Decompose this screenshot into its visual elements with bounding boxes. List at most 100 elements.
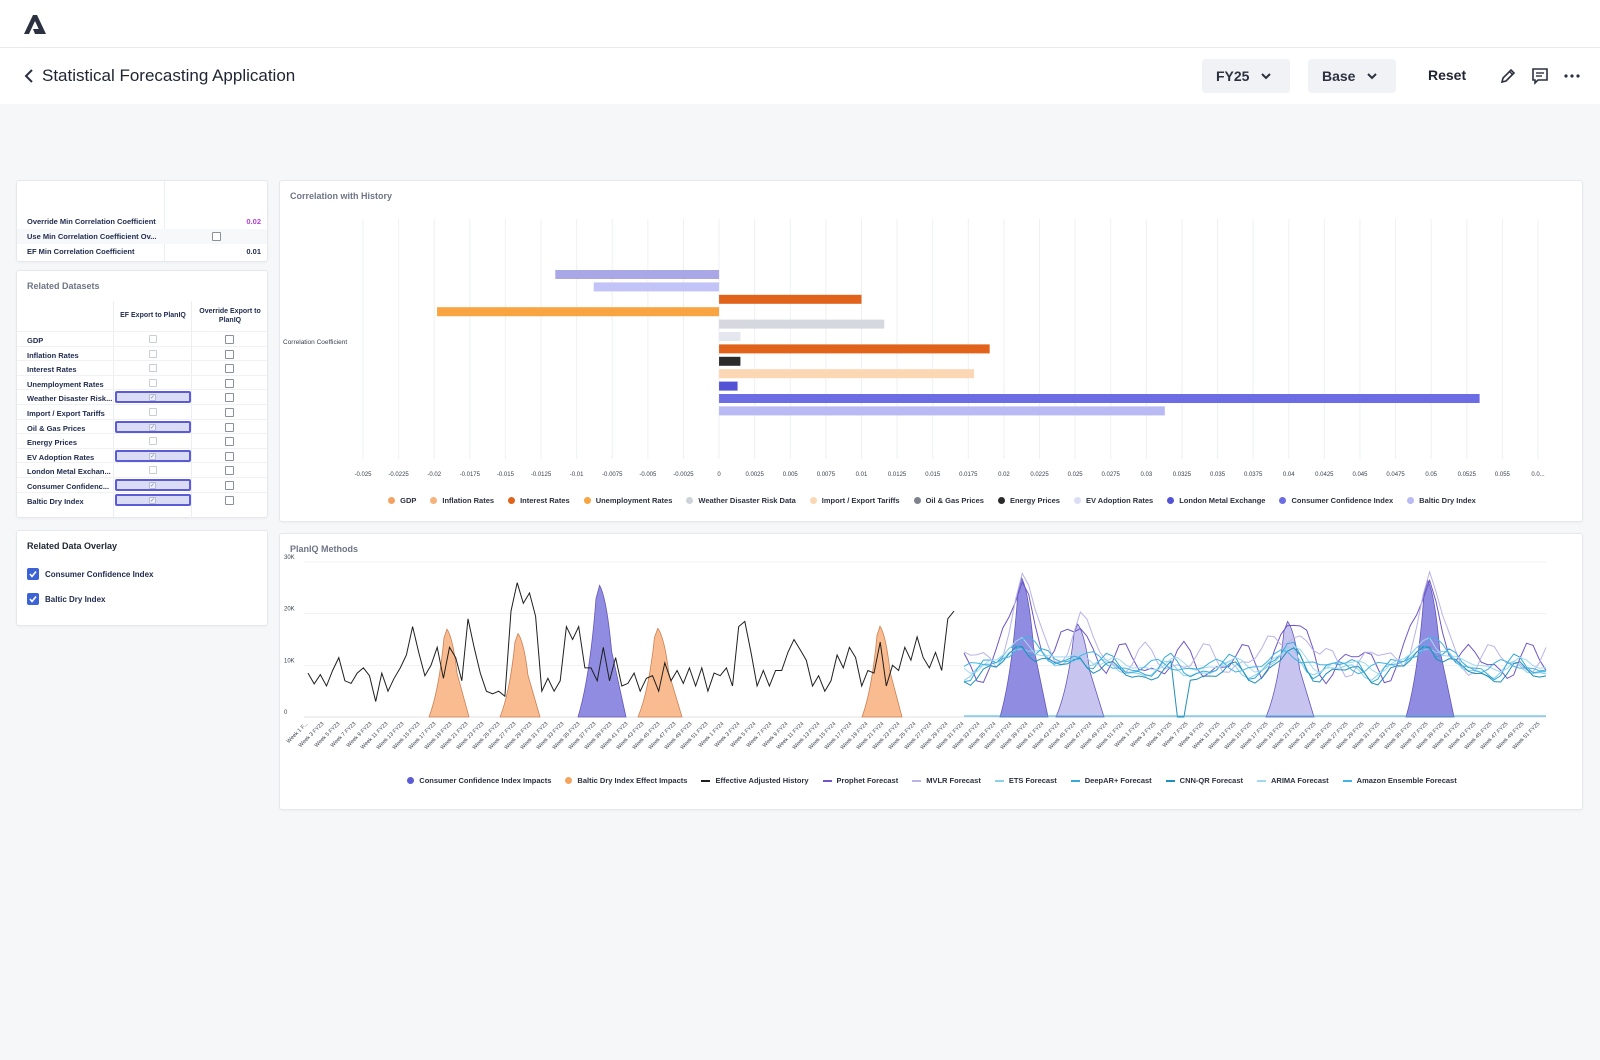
- dataset-row: GDP: [17, 331, 267, 346]
- ef-export-checkbox[interactable]: [149, 466, 157, 475]
- x-tick-label: 0.0125: [888, 472, 907, 478]
- related-datasets-title: Related Datasets: [27, 281, 100, 291]
- overlay-item-baltic-dry[interactable]: Baltic Dry Index: [27, 592, 105, 606]
- scenario-dropdown[interactable]: Base: [1308, 59, 1396, 93]
- legend-item[interactable]: Interest Rates: [508, 496, 570, 505]
- legend-item[interactable]: Import / Export Tariffs: [809, 496, 900, 505]
- checkmark-icon: ✓: [149, 394, 156, 402]
- legend-item[interactable]: Oil & Gas Prices: [913, 496, 984, 505]
- legend-label: Baltic Dry Index: [1419, 496, 1476, 505]
- correlation-bar: [719, 381, 738, 391]
- use-override-checkbox[interactable]: [212, 232, 221, 241]
- x-tick-label: 0.0275: [1102, 472, 1121, 478]
- ef-export-checkbox-highlighted[interactable]: ✓: [115, 479, 191, 491]
- correlation-bar: [719, 369, 974, 379]
- override-export-checkbox[interactable]: [225, 451, 234, 461]
- legend-item[interactable]: EV Adoption Rates: [1073, 496, 1154, 505]
- override-export-checkbox[interactable]: [225, 393, 234, 403]
- override-export-checkbox[interactable]: [225, 408, 234, 417]
- legend-item[interactable]: ETS Forecast: [994, 776, 1057, 785]
- legend-item[interactable]: Prophet Forecast: [822, 776, 898, 785]
- fiscal-year-dropdown[interactable]: FY25: [1202, 59, 1290, 93]
- legend-label: DeepAR+ Forecast: [1084, 776, 1152, 785]
- legend-swatch: [388, 497, 396, 504]
- legend-item[interactable]: Consumer Confidence Index: [1279, 496, 1393, 505]
- settings-label: Override Min Correlation Coefficient: [27, 217, 156, 226]
- dataset-row: Oil & Gas Prices ✓: [17, 418, 267, 434]
- x-tick-label: 0.0...: [1531, 472, 1545, 478]
- legend-item[interactable]: Inflation Rates: [430, 496, 494, 505]
- dataset-row: Weather Disaster Risk... ✓: [17, 389, 267, 404]
- x-tick-label: -0.02: [427, 472, 441, 478]
- back-chevron-icon[interactable]: [20, 64, 40, 88]
- legend-item[interactable]: Baltic Dry Index Effect Impacts: [565, 776, 687, 785]
- comment-icon[interactable]: [1530, 66, 1550, 86]
- legend-swatch: [809, 497, 817, 504]
- legend-item[interactable]: GDP: [388, 496, 416, 505]
- correlation-bar: [593, 282, 720, 292]
- overlay-item-consumer-confidence[interactable]: Consumer Confidence Index: [27, 567, 153, 581]
- settings-label: EF Min Correlation Coefficient: [27, 247, 135, 256]
- legend-swatch: [912, 779, 922, 782]
- legend-item[interactable]: Unemployment Rates: [583, 496, 672, 505]
- x-tick-label: 0.05: [1425, 472, 1437, 478]
- override-export-checkbox[interactable]: [225, 466, 234, 476]
- correlation-bar: [719, 319, 885, 329]
- ef-export-checkbox-highlighted[interactable]: ✓: [115, 420, 191, 433]
- ef-export-checkbox[interactable]: [149, 378, 157, 387]
- override-export-checkbox[interactable]: [225, 495, 234, 505]
- legend-swatch: [686, 497, 694, 504]
- legend-item[interactable]: London Metal Exchange: [1167, 496, 1265, 505]
- dataset-name: Interest Rates: [27, 365, 77, 375]
- reset-button[interactable]: Reset: [1428, 67, 1467, 83]
- legend-item[interactable]: Effective Adjusted History: [701, 776, 809, 785]
- page-title: Statistical Forecasting Application: [42, 66, 296, 85]
- ef-export-checkbox-highlighted[interactable]: ✓: [115, 493, 191, 506]
- x-tick-label: 0.0075: [817, 472, 836, 478]
- legend-item[interactable]: Consumer Confidence Index Impacts: [407, 776, 551, 785]
- legend-item[interactable]: Amazon Ensemble Forecast: [1342, 776, 1457, 785]
- override-export-checkbox[interactable]: [225, 437, 234, 447]
- override-export-checkbox[interactable]: [225, 364, 234, 374]
- override-export-checkbox[interactable]: [225, 378, 234, 388]
- overlay-item-label: Baltic Dry Index: [45, 594, 106, 604]
- x-tick-label: 0.0225: [1030, 472, 1049, 478]
- ef-export-checkbox-highlighted[interactable]: ✓: [115, 449, 191, 462]
- override-export-checkbox[interactable]: [225, 481, 234, 490]
- x-tick-label: 0.01: [856, 472, 868, 478]
- legend-swatch: [913, 497, 921, 504]
- legend-label: Effective Adjusted History: [715, 776, 809, 785]
- overlay-title: Related Data Overlay: [27, 541, 118, 551]
- legend-item[interactable]: CNN-QR Forecast: [1165, 776, 1243, 785]
- legend-item[interactable]: MVLR Forecast: [912, 776, 981, 785]
- edit-pencil-icon[interactable]: [1498, 66, 1518, 86]
- more-options-icon[interactable]: [1562, 66, 1582, 86]
- y-tick-label: 0: [284, 710, 288, 716]
- override-export-checkbox[interactable]: [225, 349, 234, 359]
- legend-item[interactable]: ARIMA Forecast: [1257, 776, 1329, 785]
- legend-item[interactable]: Energy Prices: [997, 496, 1060, 505]
- correlation-chart-card: Correlation with History -0.025 -0.0225 -0…: [279, 180, 1583, 522]
- legend-item[interactable]: DeepAR+ Forecast: [1070, 776, 1152, 785]
- legend-swatch: [1070, 779, 1080, 782]
- ef-export-checkbox[interactable]: [149, 364, 157, 373]
- ef-export-checkbox-highlighted[interactable]: ✓: [115, 391, 191, 404]
- ef-export-checkbox[interactable]: [149, 349, 157, 358]
- settings-row-ef-min: EF Min Correlation Coefficient 0.01: [17, 244, 267, 259]
- impact-area: [637, 627, 683, 718]
- override-min-value[interactable]: 0.02: [246, 217, 261, 226]
- legend-label: EV Adoption Rates: [1085, 496, 1154, 505]
- ef-export-checkbox[interactable]: [149, 335, 157, 343]
- ef-export-checkbox[interactable]: [149, 437, 157, 446]
- legend-item[interactable]: Weather Disaster Risk Data: [686, 496, 796, 505]
- correlation-bar: [719, 356, 741, 366]
- dataset-row: Baltic Dry Index ✓: [17, 491, 267, 507]
- ef-export-checkbox[interactable]: [149, 408, 157, 416]
- x-tick-label: 0.0175: [959, 472, 978, 478]
- company-logo-icon[interactable]: [22, 13, 48, 35]
- legend-item[interactable]: Baltic Dry Index: [1407, 496, 1476, 505]
- override-export-checkbox[interactable]: [225, 422, 234, 432]
- dataset-row: London Metal Exchan...: [17, 462, 267, 477]
- override-export-checkbox[interactable]: [225, 335, 234, 344]
- fiscal-year-value: FY25: [1216, 68, 1250, 84]
